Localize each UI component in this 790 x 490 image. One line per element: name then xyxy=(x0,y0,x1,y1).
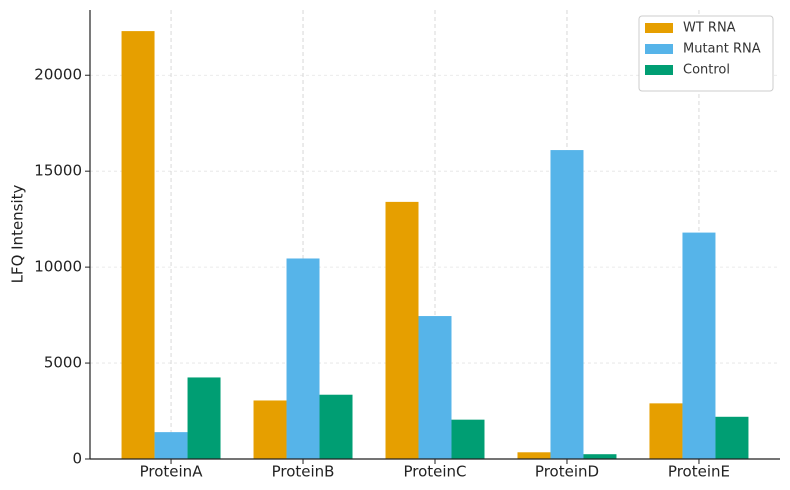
bar xyxy=(253,400,287,459)
y-tick-label: 20000 xyxy=(34,66,82,84)
x-tick-label: ProteinB xyxy=(272,463,335,481)
y-tick-label: 10000 xyxy=(34,258,82,276)
y-tick-label: 0 xyxy=(72,450,82,468)
bar xyxy=(451,419,485,459)
bar xyxy=(715,416,749,459)
y-tick-label: 15000 xyxy=(34,162,82,180)
y-axis-label: LFQ Intensity xyxy=(9,184,27,283)
bar xyxy=(121,31,155,459)
legend-swatch xyxy=(645,44,673,54)
bar xyxy=(517,452,551,459)
y-tick-label: 5000 xyxy=(44,354,82,372)
bar xyxy=(385,201,419,459)
x-tick-label: ProteinD xyxy=(535,463,599,481)
bar xyxy=(583,454,617,459)
bar xyxy=(649,403,683,459)
legend-label: Mutant RNA xyxy=(683,42,761,57)
legend-swatch xyxy=(645,65,673,75)
bar xyxy=(286,258,320,459)
bar xyxy=(682,232,716,459)
legend-label: WT RNA xyxy=(683,21,736,36)
legend-label: Control xyxy=(683,63,730,78)
x-tick-label: ProteinA xyxy=(140,463,204,481)
bar xyxy=(418,316,452,459)
bar xyxy=(187,377,221,459)
bar xyxy=(154,432,188,459)
x-tick-label: ProteinE xyxy=(668,463,730,481)
legend-swatch xyxy=(645,23,673,33)
bar xyxy=(319,394,353,459)
x-tick-label: ProteinC xyxy=(403,463,466,481)
bar xyxy=(550,150,584,460)
